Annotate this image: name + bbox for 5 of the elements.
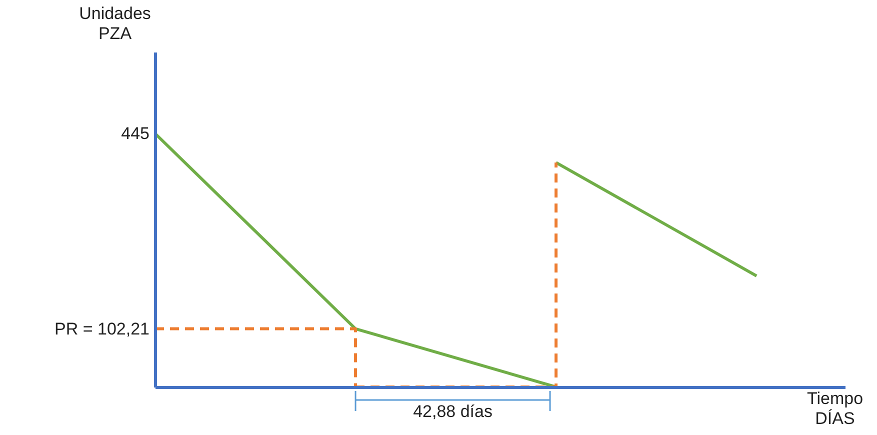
- y-tick-label: PR = 102,21: [54, 319, 150, 338]
- text: 42,88 días: [413, 402, 492, 421]
- x-axis-title: Tiempo DÍAS: [806, 389, 864, 428]
- y-axis-title: Unidades PZA: [79, 4, 151, 43]
- y-tick-label: 445: [121, 124, 150, 143]
